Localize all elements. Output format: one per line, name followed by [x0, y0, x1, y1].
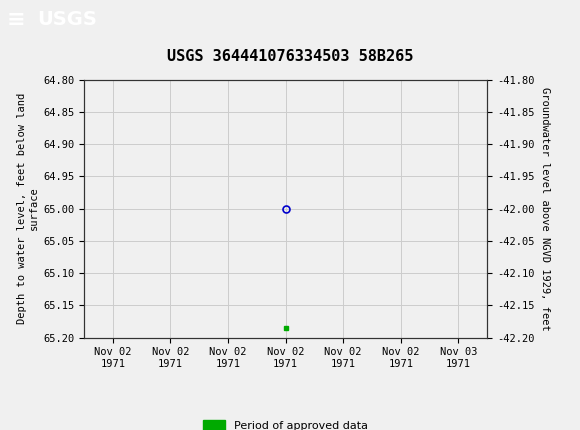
Y-axis label: Depth to water level, feet below land
surface: Depth to water level, feet below land su…: [17, 93, 39, 324]
Legend: Period of approved data: Period of approved data: [198, 416, 372, 430]
Text: USGS 364441076334503 58B265: USGS 364441076334503 58B265: [167, 49, 413, 64]
Text: USGS: USGS: [38, 10, 97, 30]
Text: ≡: ≡: [7, 10, 26, 30]
Y-axis label: Groundwater level above NGVD 1929, feet: Groundwater level above NGVD 1929, feet: [540, 87, 550, 330]
